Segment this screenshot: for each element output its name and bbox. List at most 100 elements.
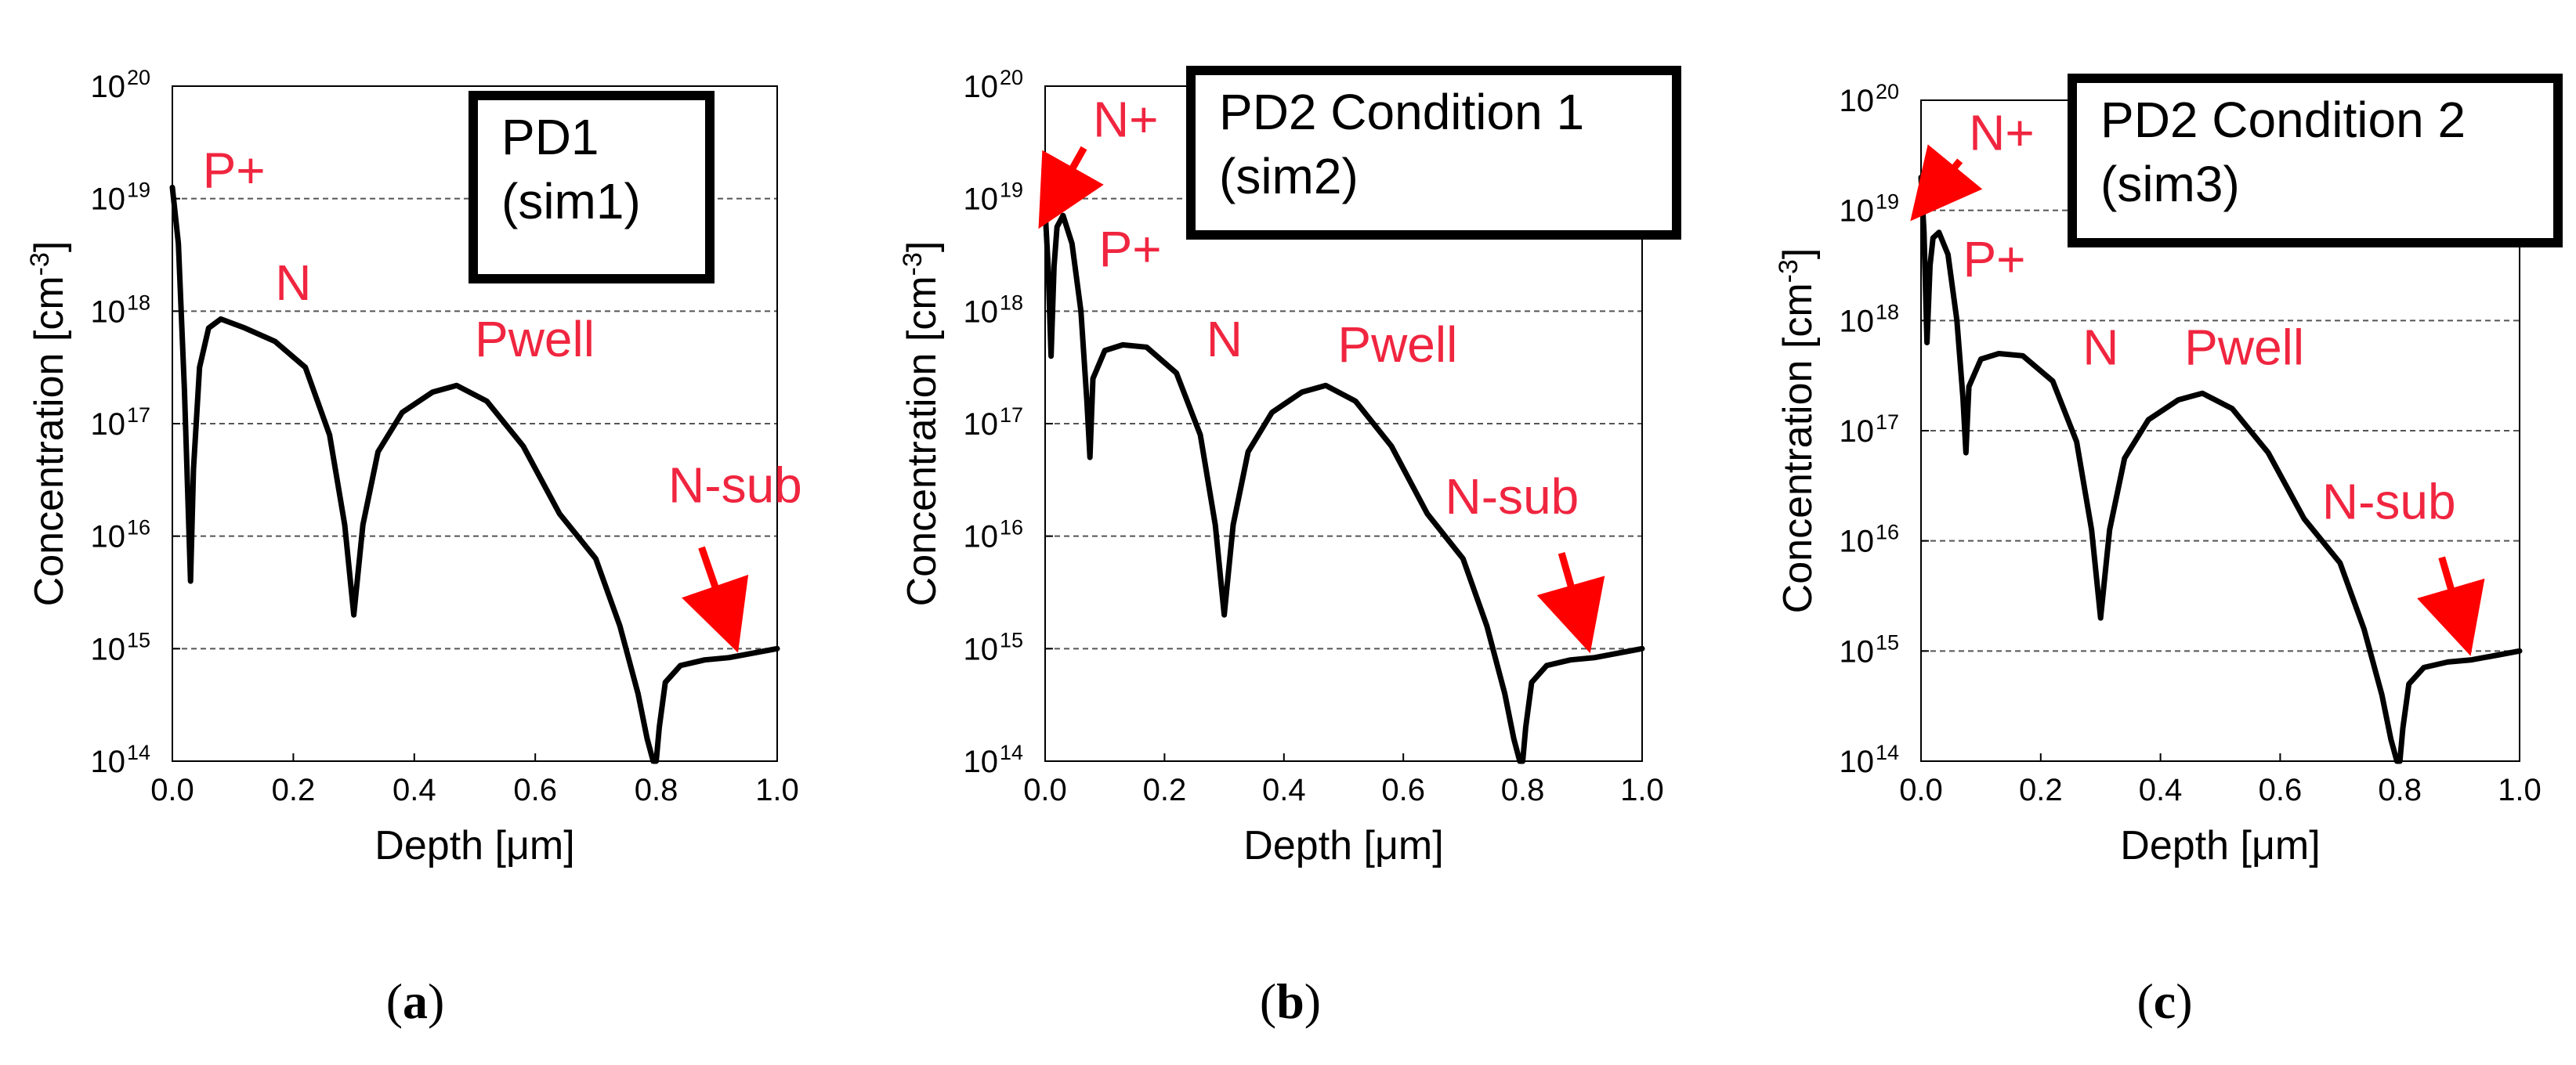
y-tick-exponent: 17: [1000, 403, 1023, 427]
legend-text: PD2 Condition 2: [2100, 92, 2466, 148]
y-tick-exponent: 14: [1876, 741, 1899, 764]
y-tick-label: 10: [964, 182, 999, 217]
region-label: N: [275, 255, 311, 311]
x-tick-label: 0.2: [2019, 773, 2063, 807]
y-tick-label: 10: [91, 632, 126, 666]
x-axis-label: Depth [μm]: [1243, 823, 1443, 868]
region-label: N+: [1093, 92, 1159, 148]
x-tick-label: 0.4: [393, 773, 436, 807]
x-tick-label: 0.0: [1023, 773, 1067, 807]
x-tick-label: 1.0: [755, 773, 799, 807]
legend-text: (sim1): [501, 173, 641, 229]
legend-box: [2068, 74, 2563, 247]
y-tick-exponent: 20: [1000, 66, 1023, 89]
x-tick-label: 0.0: [1899, 773, 1943, 807]
x-tick-label: 1.0: [1620, 773, 1664, 807]
x-tick-label: 0.0: [150, 773, 194, 807]
y-tick-label: 10: [964, 407, 999, 442]
x-tick-label: 0.6: [2259, 773, 2303, 807]
y-tick-label: 10: [1840, 304, 1875, 338]
y-tick-label: 10: [91, 294, 126, 329]
doping-curve: [1918, 175, 2523, 764]
y-tick-exponent: 15: [1876, 630, 1899, 654]
y-tick-exponent: 18: [1876, 300, 1899, 323]
x-tick-label: 0.4: [2139, 773, 2183, 807]
y-tick-label: 10: [964, 520, 999, 554]
panel-label: (c): [2136, 973, 2192, 1029]
legend-box: [1186, 66, 1681, 240]
y-tick-label: 10: [91, 70, 126, 104]
y-tick-label: 10: [1840, 634, 1875, 669]
legend-text: PD2 Condition 1: [1219, 84, 1584, 140]
annotation-arrow: [1536, 551, 1605, 654]
doping-curve: [169, 184, 780, 764]
y-tick-label: 10: [1840, 525, 1875, 559]
y-tick-exponent: 14: [127, 741, 150, 764]
x-tick-label: 0.6: [1381, 773, 1425, 807]
y-tick-exponent: 16: [1876, 521, 1899, 544]
y-tick-label: 10: [91, 182, 126, 217]
region-label: P+: [1099, 221, 1162, 277]
panel-label: (b): [1260, 973, 1321, 1029]
annotation-arrow: [1038, 146, 1104, 229]
y-tick-label: 10: [1840, 745, 1875, 779]
legend-text: (sim2): [1219, 148, 1359, 204]
x-tick-label: 1.0: [2498, 773, 2542, 807]
region-label: Pwell: [1337, 316, 1457, 373]
y-tick-exponent: 18: [1000, 291, 1023, 314]
y-tick-exponent: 20: [1876, 80, 1899, 103]
y-axis-label: Concentration [cm-3]: [898, 241, 945, 607]
y-axis-label: Concentration [cm-3]: [25, 241, 72, 607]
x-tick-label: 0.8: [1501, 773, 1545, 807]
y-tick-label: 10: [91, 520, 126, 554]
y-tick-label: 10: [964, 745, 999, 779]
y-tick-label: 10: [91, 407, 126, 442]
y-tick-exponent: 14: [1000, 741, 1023, 764]
y-tick-label: 10: [91, 745, 126, 779]
region-label: N-sub: [668, 457, 802, 514]
y-tick-label: 10: [964, 70, 999, 104]
region-label: N: [2082, 320, 2118, 376]
annotation-arrow: [2417, 556, 2485, 656]
legend-text: PD1: [501, 109, 599, 165]
y-tick-exponent: 15: [1000, 628, 1023, 652]
region-label: Pwell: [475, 311, 595, 367]
y-tick-exponent: 17: [1876, 410, 1899, 434]
y-axis-label: Concentration [cm-3]: [1774, 248, 1821, 614]
x-tick-label: 0.2: [1143, 773, 1187, 807]
y-tick-exponent: 19: [127, 179, 150, 202]
legend-text: (sim3): [2100, 156, 2240, 212]
annotation-arrow: [682, 546, 749, 653]
y-tick-exponent: 15: [127, 628, 150, 652]
x-axis-label: Depth [μm]: [2120, 823, 2320, 868]
x-tick-label: 0.4: [1262, 773, 1306, 807]
y-tick-exponent: 19: [1000, 179, 1023, 202]
y-tick-label: 10: [964, 294, 999, 329]
legend-box: [469, 91, 715, 283]
annotation-arrow: [1910, 144, 1983, 222]
x-tick-label: 0.8: [2378, 773, 2422, 807]
region-label: Pwell: [2184, 320, 2304, 376]
region-label: N-sub: [2322, 474, 2456, 530]
y-tick-label: 10: [964, 632, 999, 666]
y-tick-exponent: 19: [1876, 190, 1899, 214]
y-tick-exponent: 16: [1000, 516, 1023, 540]
x-tick-label: 0.2: [272, 773, 316, 807]
panel-label: (a): [386, 973, 445, 1029]
y-tick-exponent: 18: [127, 291, 150, 314]
x-tick-label: 0.6: [513, 773, 557, 807]
y-tick-label: 10: [1840, 194, 1875, 229]
region-label: N-sub: [1445, 468, 1579, 525]
region-label: P+: [1963, 231, 2025, 287]
y-tick-exponent: 17: [127, 403, 150, 427]
region-label: N: [1207, 311, 1243, 367]
doping-curve: [1042, 207, 1645, 764]
region-label: N+: [1969, 104, 2035, 161]
y-tick-exponent: 20: [127, 66, 150, 89]
region-label: P+: [203, 142, 266, 198]
y-tick-exponent: 16: [127, 516, 150, 540]
